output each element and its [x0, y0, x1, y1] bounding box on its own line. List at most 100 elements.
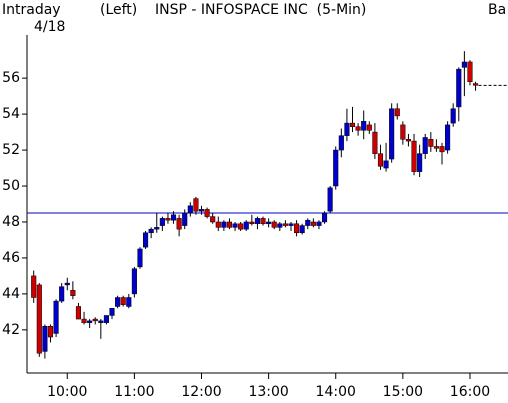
candle-body [193, 198, 199, 212]
candle-body [120, 297, 126, 305]
candle-body [355, 126, 361, 131]
candle-body [450, 108, 456, 124]
candle-body [428, 139, 434, 147]
x-tick-label: 10:00 [47, 384, 87, 400]
candle-body [422, 137, 428, 154]
candle-body [417, 153, 423, 172]
x-tick-label: 11:00 [114, 384, 154, 400]
candle-body [53, 300, 59, 334]
candle-body [377, 153, 384, 167]
candle-body [226, 221, 233, 228]
x-tick-label: 13:00 [248, 384, 288, 400]
candle-body [81, 318, 87, 323]
candle-body [277, 223, 283, 228]
candle-body [338, 135, 344, 151]
candle-body [143, 232, 149, 248]
candle-body [321, 212, 328, 223]
candle-body [182, 212, 188, 226]
candle-body [126, 297, 132, 307]
candle-body [159, 218, 165, 226]
candle-body [92, 318, 98, 322]
x-tick-label: 12:00 [181, 384, 221, 400]
candle-body [170, 214, 177, 221]
candle-body [400, 124, 406, 140]
x-tick-label: 16:00 [450, 384, 490, 400]
candle-body [260, 218, 266, 225]
candle-body [473, 83, 479, 86]
candle-body [366, 124, 372, 131]
x-tick-label: 14:00 [316, 384, 356, 400]
candle-body [232, 223, 238, 228]
candle-body [198, 209, 205, 212]
chart-date: 4/18 [34, 19, 65, 35]
candle-body [271, 221, 277, 228]
candle-body [75, 306, 82, 320]
candle-body [333, 149, 339, 187]
candle-body [204, 209, 210, 217]
candle-body [372, 131, 378, 154]
candle-body [456, 68, 462, 108]
x-tick-label: 15:00 [383, 384, 423, 400]
candle-body [439, 146, 445, 153]
candle-body [70, 290, 76, 296]
y-tick-label: 44 [2, 286, 20, 302]
candle-body [154, 227, 160, 230]
candle-body [411, 140, 417, 172]
chart-label: Intraday [2, 2, 61, 18]
candle-body [42, 326, 48, 352]
candle-body [361, 121, 367, 131]
candle-body [445, 124, 451, 151]
chart-title: INSP - INFOSPACE INC (5-Min) [155, 2, 366, 18]
candle-body [327, 187, 333, 212]
candle-body [137, 248, 143, 268]
candle-body [282, 223, 288, 226]
cut-label: Ba [488, 2, 506, 18]
candle-body [148, 228, 154, 234]
candle-body [383, 160, 389, 169]
candle-body [64, 282, 70, 286]
candle-body [215, 221, 221, 228]
candle-body [461, 61, 467, 68]
candle-body [316, 221, 322, 226]
candle-body [299, 225, 305, 234]
axis-side: (Left) [100, 2, 137, 18]
candle-body [187, 205, 193, 214]
candle-body [59, 286, 65, 302]
candle-body [109, 308, 115, 316]
candle-body [389, 108, 395, 160]
y-tick-label: 48 [2, 214, 20, 230]
candle-body [288, 223, 294, 226]
candle-body [98, 320, 104, 323]
y-tick-label: 42 [2, 322, 20, 338]
candle-body [266, 221, 272, 225]
candle-body [310, 221, 316, 226]
candle-body [87, 320, 93, 323]
candle-body [405, 139, 411, 142]
candle-body [349, 122, 356, 127]
candle-body [31, 275, 37, 298]
y-tick-label: 56 [2, 70, 20, 86]
y-tick-label: 52 [2, 142, 20, 158]
candle-body [131, 268, 137, 295]
y-tick-label: 46 [2, 250, 20, 266]
candle-body [103, 315, 109, 323]
candle-body [394, 108, 400, 117]
candle-body [467, 61, 473, 82]
y-tick-label: 50 [2, 178, 20, 194]
y-tick-label: 54 [2, 106, 20, 122]
candle-body [165, 218, 171, 221]
candle-body [294, 223, 300, 234]
candle-body [344, 122, 350, 136]
candle-body [249, 221, 255, 225]
candle-body [243, 221, 249, 230]
candle-body [176, 218, 182, 230]
candle-body [47, 326, 54, 338]
candle-body [115, 297, 121, 307]
candle-body [433, 146, 439, 149]
candle-body [238, 223, 244, 230]
candle-body [221, 221, 227, 228]
candle-body [305, 219, 311, 226]
candle-body [36, 284, 42, 354]
candle-body [254, 218, 260, 225]
